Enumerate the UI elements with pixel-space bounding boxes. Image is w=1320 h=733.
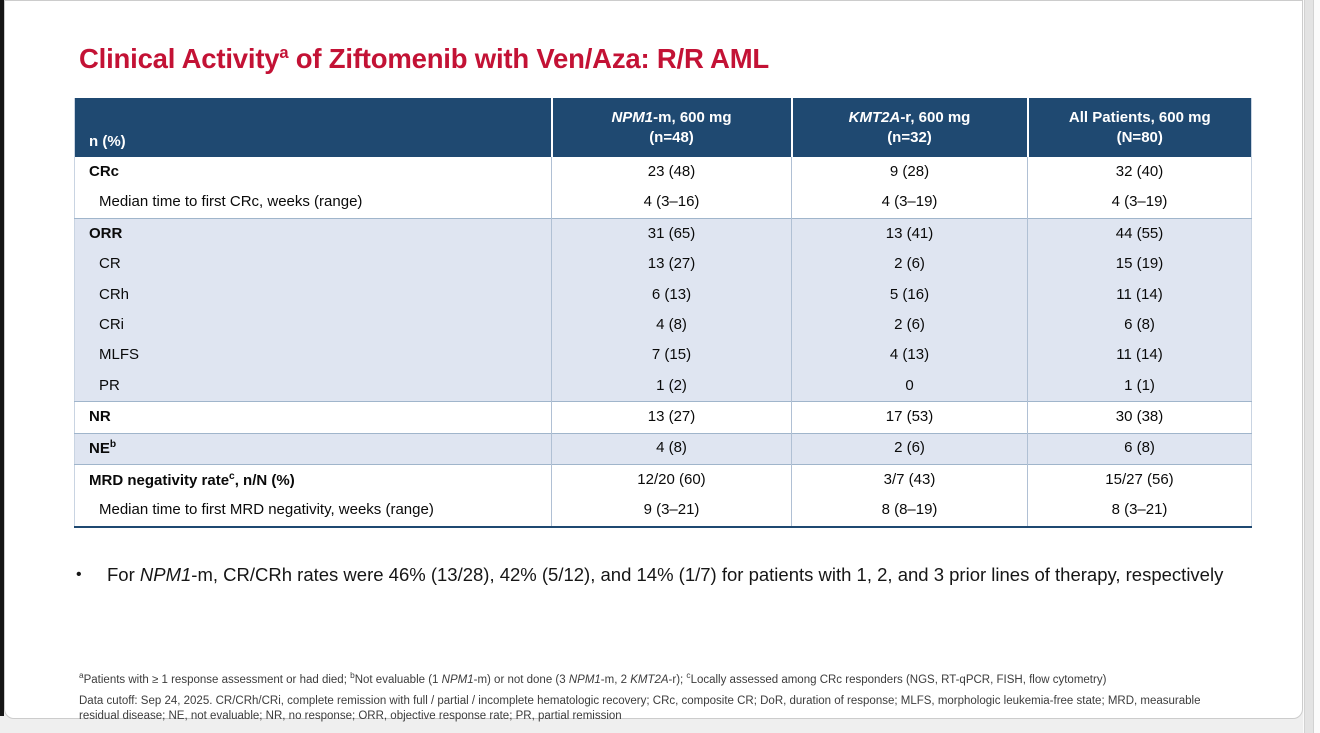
bullet-icon: • [76,566,82,583]
row-value: 6 (13) [551,279,792,310]
row-label: Median time to first MRD negativity, wee… [99,501,434,519]
row-value: 9 (3–21) [551,495,792,527]
row-label: MLFS [99,346,140,364]
footnote-abbreviations: Data cutoff: Sep 24, 2025. CR/CRh/CRi, c… [79,694,1201,722]
row-value: 12/20 (60) [551,463,792,496]
scrollbar-thumb[interactable] [1304,0,1314,733]
slide-page: Clinical Activitya of Ziftomenib with Ve… [4,0,1303,722]
table-row: CRc 23 (48) 9 (28) 32 (40) [75,157,1252,188]
table-row: NEb 4 (8) 2 (6) 6 (8) [74,432,1252,465]
row-label: Median time to first CRc, weeks (range) [99,193,363,211]
row-value: 8 (3–21) [1027,495,1252,527]
table-header: n (%) NPM1-m, 600 mg (n=48) KMT2A-r, 600 m… [74,98,1252,157]
row-value: 7 (15) [551,340,792,371]
row-value: 15 (19) [1027,249,1252,280]
header-cell-col2: KMT2A-r, 600 mg (n=32) [791,98,1029,157]
scrollbar-track[interactable] [1303,0,1320,733]
row-value: 4 (13) [791,340,1028,371]
row-value: 8 (8–19) [791,495,1028,527]
row-value: 15/27 (56) [1027,463,1252,496]
header-cell-n-percent: n (%) [74,98,553,157]
row-value: 2 (6) [791,432,1028,465]
row-value: 4 (3–19) [791,187,1028,219]
row-value: 4 (8) [551,309,792,341]
row-value: 13 (27) [551,401,792,434]
row-label: PR [99,376,120,394]
row-value: 1 (1) [1027,370,1252,402]
row-value: 4 (8) [551,432,792,465]
row-label: CRh [99,285,130,303]
row-value: 1 (2) [551,370,792,402]
window-left-edge [0,0,4,716]
row-value: 2 (6) [791,309,1028,341]
row-value: 44 (55) [1027,217,1252,250]
table-row: Median time to first MRD negativity, wee… [75,495,1252,527]
row-value: 3/7 (43) [791,463,1028,496]
table-row: MLFS 7 (15) 4 (13) 11 (14) [74,340,1252,371]
results-table-container: n (%) NPM1-m, 600 mg (n=48) KMT2A-r, 600 m… [74,98,1252,528]
row-value: 4 (3–19) [1027,187,1252,219]
row-value: 11 (14) [1027,340,1252,371]
row-label: CRi [99,315,124,333]
bullet-text: For NPM1-m, CR/CRh rates were 46% (13/28… [107,564,1224,585]
key-finding-bullet: • For NPM1-m, CR/CRh rates were 46% (13/… [76,560,1241,590]
table-row: CRi 4 (8) 2 (6) 6 (8) [74,309,1252,341]
row-label: ORR [74,217,552,250]
row-value: 32 (40) [1027,157,1252,188]
row-value: 13 (41) [791,217,1028,250]
row-value: 2 (6) [791,249,1028,280]
row-label: NEb [74,432,552,465]
table-row: ORR 31 (65) 13 (41) 44 (55) [74,217,1252,250]
row-value: 6 (8) [1027,309,1252,341]
row-value: 4 (3–16) [551,187,792,219]
header-cell-col1: NPM1-m, 600 mg (n=48) [551,98,793,157]
row-label: MRD negativity ratec, n/N (%) [74,463,552,496]
row-label: NR [74,401,552,434]
row-value: 0 [791,370,1028,402]
header-row: n (%) NPM1-m, 600 mg (n=48) KMT2A-r, 600 m… [74,98,1252,157]
results-table: n (%) NPM1-m, 600 mg (n=48) KMT2A-r, 600 m… [74,98,1252,528]
table-row: MRD negativity ratec, n/N (%) 12/20 (60) 3… [74,463,1252,496]
table-row: CR 13 (27) 2 (6) 15 (19) [74,249,1252,280]
table-row: CRh 6 (13) 5 (16) 11 (14) [74,279,1252,310]
row-value: 6 (8) [1027,432,1252,465]
row-value: 11 (14) [1027,279,1252,310]
table-row: NR 13 (27) 17 (53) 30 (38) [74,401,1252,434]
row-value: 30 (38) [1027,401,1252,434]
page-title: Clinical Activitya of Ziftomenib with Ve… [79,43,770,74]
row-label: CR [99,255,121,273]
table-row: PR 1 (2) 0 1 (1) [74,370,1252,402]
header-cell-col3: All Patients, 600 mg (N=80) [1027,98,1252,157]
row-value: 17 (53) [791,401,1028,434]
row-value: 23 (48) [551,157,792,188]
row-value: 9 (28) [791,157,1028,188]
row-value: 13 (27) [551,249,792,280]
table-row: Median time to first CRc, weeks (range) 4… [75,187,1252,219]
row-value: 31 (65) [551,217,792,250]
row-value: 5 (16) [791,279,1028,310]
footnote-abc: aPatients with ≥ 1 response assessment o… [79,670,1107,686]
row-label: CRc [89,162,120,180]
